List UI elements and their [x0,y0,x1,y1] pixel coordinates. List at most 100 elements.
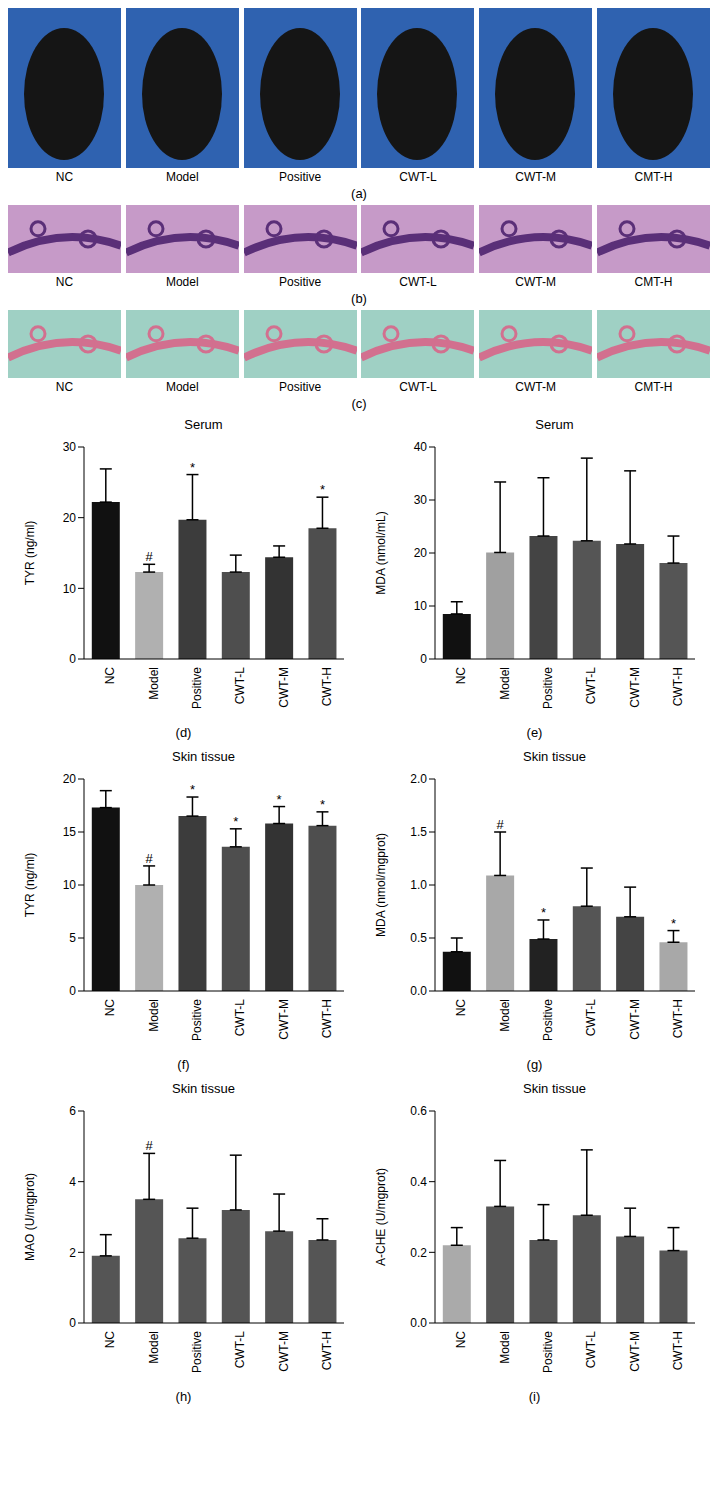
svg-text:0.0: 0.0 [410,1316,427,1330]
html-text:Skin tissue: Skin tissue [172,1081,235,1096]
html-text:CMT-H: CMT-H [634,170,673,184]
svg-text:Positive: Positive [540,999,554,1041]
html-text:NC: NC [55,170,74,184]
svg-text:MDA (nmol/mgprot): MDA (nmol/mgprot) [374,833,388,937]
svg-text:Model: Model [146,999,160,1032]
svg-text:4: 4 [69,1175,76,1189]
svg-text:CWT-M: CWT-M [276,999,290,1040]
svg-text:20: 20 [62,772,76,786]
svg-text:CWT-L: CWT-L [584,1331,598,1369]
svg-text:*: * [319,797,324,812]
svg-text:0: 0 [69,1316,76,1330]
svg-text:Positive: Positive [540,667,554,709]
svg-text:Model: Model [497,999,511,1032]
svg-text:CWT-H: CWT-H [670,999,684,1038]
svg-text:0: 0 [69,984,76,998]
svg-text:0.5: 0.5 [410,931,427,945]
svg-text:NC: NC [103,667,117,685]
svg-text:CWT-M: CWT-M [276,667,290,708]
svg-text:TYR (ng/ml): TYR (ng/ml) [23,521,37,586]
svg-text:10: 10 [413,599,427,613]
svg-text:2.0: 2.0 [410,772,427,786]
svg-text:0: 0 [69,652,76,666]
svg-text:CWT-H: CWT-H [319,999,333,1038]
svg-text:*: * [670,916,675,931]
svg-text:TYR (ng/ml): TYR (ng/ml) [23,853,37,918]
svg-text:CWT-L: CWT-L [233,999,247,1037]
html-text:(d): (d) [175,725,192,740]
svg-text:0.0: 0.0 [410,984,427,998]
svg-text:Model: Model [146,1331,160,1364]
svg-text:Positive: Positive [189,667,203,709]
svg-text:1.0: 1.0 [410,878,427,892]
svg-text:0.6: 0.6 [410,1104,427,1118]
svg-text:*: * [189,460,194,475]
svg-text:6: 6 [69,1104,76,1118]
svg-text:40: 40 [413,440,427,454]
svg-text:*: * [540,905,545,920]
svg-text:30: 30 [62,440,76,454]
svg-text:Model: Model [146,667,160,700]
svg-text:NC: NC [454,1331,468,1349]
svg-text:CWT-M: CWT-M [627,999,641,1040]
svg-text:NC: NC [454,667,468,685]
html-text:Positive: Positive [279,170,322,184]
svg-text:CWT-M: CWT-M [627,667,641,708]
html-text:Model: Model [166,170,199,184]
svg-text:10: 10 [62,878,76,892]
svg-text:NC: NC [454,999,468,1017]
svg-text:CWT-H: CWT-H [670,667,684,706]
svg-text:*: * [189,782,194,797]
svg-text:1.5: 1.5 [410,825,427,839]
html-text:(a): (a) [351,186,367,201]
svg-text:*: * [276,792,281,807]
svg-text:20: 20 [413,546,427,560]
svg-text:2: 2 [69,1246,76,1260]
svg-text:*: * [233,814,238,829]
svg-text:Positive: Positive [540,1331,554,1373]
html-text:Serum: Serum [535,417,574,432]
svg-text:CWT-H: CWT-H [670,1331,684,1370]
svg-text:#: # [496,817,504,832]
svg-text:#: # [145,851,153,866]
html-text:(c): (c) [351,396,367,411]
svg-text:NC: NC [103,999,117,1017]
svg-text:CWT-L: CWT-L [233,1331,247,1369]
svg-text:0.4: 0.4 [410,1175,427,1189]
svg-text:A-CHE (U/mgprot): A-CHE (U/mgprot) [374,1168,388,1266]
svg-text:20: 20 [62,511,76,525]
svg-text:CWT-M: CWT-M [276,1331,290,1372]
svg-text:CWT-M: CWT-M [627,1331,641,1372]
svg-text:10: 10 [62,582,76,596]
svg-text:15: 15 [62,825,76,839]
svg-text:Model: Model [497,667,511,700]
svg-text:0.2: 0.2 [410,1246,427,1260]
html-text:Skin tissue: Skin tissue [172,749,235,764]
svg-text:Positive: Positive [189,999,203,1041]
html-text:(e): (e) [526,725,543,740]
svg-text:30: 30 [413,493,427,507]
svg-text:Positive: Positive [189,1331,203,1373]
html-text:CWT-M: CWT-M [515,170,556,184]
svg-text:CWT-L: CWT-L [233,667,247,705]
html-text:Skin tissue: Skin tissue [523,749,586,764]
html-text:(h): (h) [175,1389,192,1404]
svg-text:0: 0 [420,652,427,666]
svg-text:CWT-L: CWT-L [584,667,598,705]
svg-text:#: # [145,1138,153,1153]
svg-text:CWT-H: CWT-H [319,1331,333,1370]
html-text:CWT-L: CWT-L [399,170,437,184]
html-text:Serum: Serum [184,417,223,432]
html-text:(g): (g) [526,1057,543,1072]
html-text:Skin tissue: Skin tissue [523,1081,586,1096]
svg-text:NC: NC [103,1331,117,1349]
svg-text:5: 5 [69,931,76,945]
svg-text:Model: Model [497,1331,511,1364]
svg-text:CWT-L: CWT-L [584,999,598,1037]
svg-text:MAO (U/mgprot): MAO (U/mgprot) [23,1173,37,1261]
svg-text:#: # [145,549,153,564]
svg-text:MDA (nmol/mL): MDA (nmol/mL) [374,511,388,594]
html-text:(b): (b) [351,291,367,306]
svg-text:CWT-H: CWT-H [319,667,333,706]
svg-text:*: * [319,482,324,497]
